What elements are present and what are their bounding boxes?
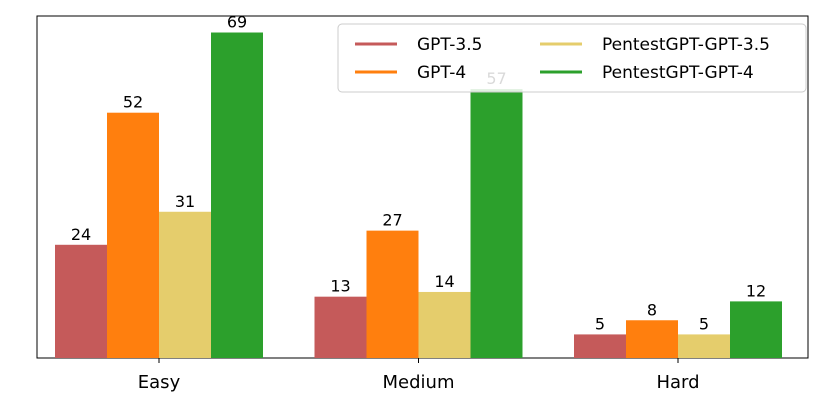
x-tick-label-1: Medium	[383, 372, 455, 393]
value-label-2-3: 12	[746, 281, 766, 300]
bar-1-1	[366, 230, 419, 358]
bar-1-2	[418, 291, 471, 358]
bar-0-1	[107, 112, 159, 358]
value-label-1-1: 27	[382, 211, 402, 230]
bar-1-3	[470, 89, 523, 358]
bar-0-3	[211, 32, 263, 358]
legend-label-1: GPT-4	[417, 63, 466, 83]
value-label-2-1: 8	[647, 300, 657, 319]
legend-label-3: PentestGPT-GPT-4	[602, 63, 754, 83]
bar-2-0	[574, 334, 626, 358]
value-label-2-2: 5	[699, 314, 709, 333]
bar-0-0	[55, 244, 107, 358]
value-label-1-0: 13	[330, 277, 350, 296]
bar-2-2	[678, 334, 730, 358]
legend-label-0: GPT-3.5	[417, 35, 482, 55]
x-tick-label-0: Easy	[138, 372, 181, 393]
bar-2-1	[626, 320, 678, 358]
value-label-0-3: 69	[227, 13, 247, 32]
bar-2-3	[730, 301, 782, 358]
legend-box	[337, 23, 807, 93]
x-axis-ticks: Easy Medium Hard	[138, 358, 700, 393]
value-label-0-2: 31	[175, 192, 195, 211]
legend: GPT-3.5 GPT-4 PentestGPT-GPT-3.5 PentestGPT…	[337, 23, 807, 93]
bar-1-0	[314, 296, 367, 358]
bars-group	[55, 32, 782, 358]
value-label-1-2: 14	[434, 272, 454, 291]
legend-label-2: PentestGPT-GPT-3.5	[602, 35, 770, 55]
value-label-2-0: 5	[595, 314, 605, 333]
value-label-0-1: 52	[123, 93, 143, 112]
bar-0-2	[159, 211, 211, 358]
x-tick-label-2: Hard	[656, 372, 699, 393]
value-label-0-0: 24	[71, 225, 91, 244]
